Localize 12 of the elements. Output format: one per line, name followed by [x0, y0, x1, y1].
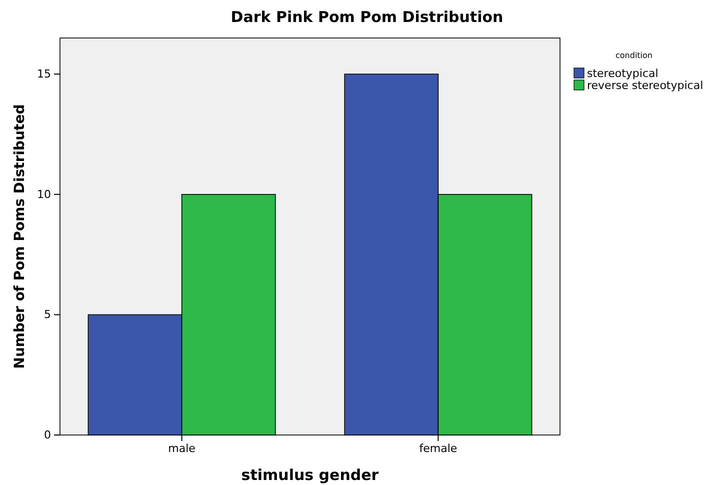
legend-title: condition [616, 51, 652, 60]
chart-title: Dark Pink Pom Pom Distribution [230, 8, 504, 26]
legend-label: stereotypical [587, 67, 658, 80]
y-axis-title: Number of Pom Poms Distributed [12, 104, 28, 369]
y-tick-label: 0 [44, 428, 51, 442]
y-tick-label: 10 [37, 188, 51, 201]
x-tick-label: female [419, 442, 458, 455]
y-tick-label: 5 [44, 308, 51, 322]
x-axis-title: stimulus gender [241, 466, 380, 484]
y-tick-label: 15 [37, 68, 51, 81]
legend-label: reverse stereotypical [587, 79, 704, 92]
x-tick-label: male [168, 442, 196, 455]
